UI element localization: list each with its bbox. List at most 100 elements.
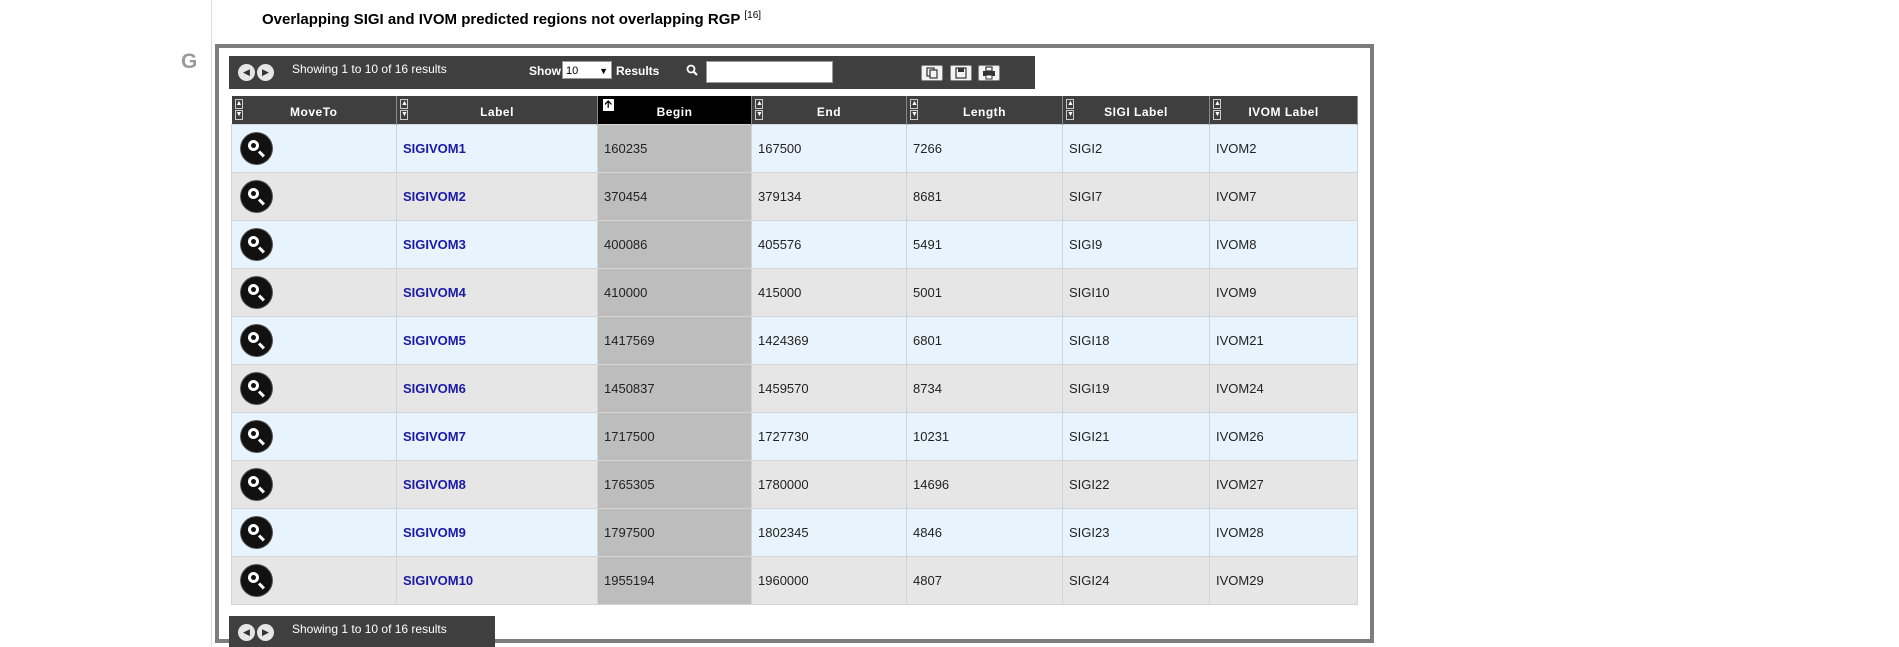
column-header-moveto[interactable]: ▲ ▼ MoveTo [231,96,397,125]
table-row: SIGIVOM6 1450837 1459570 8734 SIGI19 IVOM24 [231,364,1358,413]
label-cell: SIGIVOM5 [396,316,598,365]
search-input[interactable] [706,61,833,83]
region-label-link[interactable]: SIGIVOM10 [403,573,474,588]
page-size-select[interactable]: 10 ▼ [562,61,612,79]
column-header-end[interactable]: ▲ ▼ End [751,96,907,125]
length-cell: 6801 [906,316,1063,365]
moveto-cell [231,172,397,221]
next-page-button-bottom[interactable]: ▶ [257,624,274,641]
begin-cell: 400086 [597,220,752,269]
ivom-label-cell: IVOM7 [1209,172,1358,221]
length-cell: 5001 [906,268,1063,317]
column-header-label: End [816,105,842,119]
begin-cell: 1717500 [597,412,752,461]
sort-arrows-icon: ▲ ▼ [400,99,409,120]
section-letter: G [181,50,198,73]
zoom-icon[interactable] [241,229,272,260]
region-label-link[interactable]: SIGIVOM6 [403,381,466,396]
label-cell: SIGIVOM7 [396,412,598,461]
begin-cell: 160235 [597,124,752,173]
region-label-link[interactable]: SIGIVOM9 [403,525,466,540]
label-cell: SIGIVOM3 [396,220,598,269]
zoom-icon[interactable] [241,373,272,404]
sigi-label-cell: SIGI24 [1062,556,1210,605]
table-row: SIGIVOM10 1955194 1960000 4807 SIGI24 IVOM29 [231,556,1358,605]
begin-cell: 1955194 [597,556,752,605]
showing-info: Showing 1 to 10 of 16 results [292,62,447,76]
sort-arrows-icon: ▲ ▼ [1066,99,1075,120]
length-cell: 8734 [906,364,1063,413]
zoom-icon[interactable] [241,325,272,356]
column-header-label: MoveTo [290,105,338,119]
column-header-begin[interactable]: 🡩 Begin [597,96,752,125]
zoom-icon[interactable] [241,565,272,596]
sigi-label-cell: SIGI21 [1062,412,1210,461]
begin-cell: 1450837 [597,364,752,413]
sort-arrows-icon: ▲ ▼ [910,99,919,120]
begin-cell: 1765305 [597,460,752,509]
end-cell: 1424369 [751,316,907,365]
save-button[interactable] [950,65,972,81]
column-header-label-col[interactable]: ▲ ▼ Label [396,96,598,125]
zoom-icon[interactable] [241,133,272,164]
page-gutter-line [211,0,212,647]
moveto-cell [231,556,397,605]
zoom-icon[interactable] [241,421,272,452]
sigi-label-cell: SIGI9 [1062,220,1210,269]
end-cell: 415000 [751,268,907,317]
region-label-link[interactable]: SIGIVOM1 [403,141,466,156]
column-header-length[interactable]: ▲ ▼ Length [906,96,1063,125]
end-cell: 1727730 [751,412,907,461]
search-icon [686,64,698,76]
moveto-cell [231,124,397,173]
begin-cell: 1797500 [597,508,752,557]
sigi-label-cell: SIGI19 [1062,364,1210,413]
sigi-label-cell: SIGI23 [1062,508,1210,557]
region-label-link[interactable]: SIGIVOM2 [403,189,466,204]
end-cell: 405576 [751,220,907,269]
table-row: SIGIVOM8 1765305 1780000 14696 SIGI22 IVOM27 [231,460,1358,509]
label-cell: SIGIVOM6 [396,364,598,413]
moveto-cell [231,364,397,413]
results-table: ▲ ▼ MoveTo ▲ ▼ Label 🡩 Begin ▲ ▼ End ▲ ▼ Length ▲… [231,96,1358,605]
region-label-link[interactable]: SIGIVOM5 [403,333,466,348]
table-row: SIGIVOM9 1797500 1802345 4846 SIGI23 IVOM28 [231,508,1358,557]
region-label-link[interactable]: SIGIVOM4 [403,285,466,300]
sort-arrows-icon: ▲ ▼ [234,99,243,120]
ivom-label-cell: IVOM2 [1209,124,1358,173]
region-label-link[interactable]: SIGIVOM3 [403,237,466,252]
region-label-link[interactable]: SIGIVOM7 [403,429,466,444]
print-button[interactable] [978,65,1000,81]
reference-link[interactable]: [16] [744,10,762,21]
column-header-ivom-label[interactable]: ▲ ▼ IVOM Label [1209,96,1358,125]
table-row: SIGIVOM4 410000 415000 5001 SIGI10 IVOM9 [231,268,1358,317]
prev-page-button[interactable]: ◀ [238,64,255,81]
moveto-cell [231,268,397,317]
arrow-left-icon: ◀ [243,627,250,637]
column-header-sigi-label[interactable]: ▲ ▼ SIGI Label [1062,96,1210,125]
table-footer-toolbar: ◀ ▶ Showing 1 to 10 of 16 results [229,616,495,647]
zoom-icon[interactable] [241,517,272,548]
length-cell: 4807 [906,556,1063,605]
table-row: SIGIVOM5 1417569 1424369 6801 SIGI18 IVOM21 [231,316,1358,365]
length-cell: 4846 [906,508,1063,557]
zoom-icon[interactable] [241,277,272,308]
moveto-cell [231,508,397,557]
table-row: SIGIVOM3 400086 405576 5491 SIGI9 IVOM8 [231,220,1358,269]
copy-button[interactable] [921,65,943,81]
arrow-right-icon: ▶ [262,67,269,77]
zoom-icon[interactable] [241,181,272,212]
ivom-label-cell: IVOM9 [1209,268,1358,317]
end-cell: 379134 [751,172,907,221]
zoom-icon[interactable] [241,469,272,500]
arrow-right-icon: ▶ [262,627,269,637]
results-label: Results [616,64,660,78]
sort-arrows-icon: ▲ ▼ [755,99,764,120]
label-cell: SIGIVOM4 [396,268,598,317]
table-title: Overlapping SIGI and IVOM predicted regi… [262,10,761,28]
prev-page-button-bottom[interactable]: ◀ [238,624,255,641]
length-cell: 5491 [906,220,1063,269]
next-page-button[interactable]: ▶ [257,64,274,81]
region-label-link[interactable]: SIGIVOM8 [403,477,466,492]
showing-info-bottom: Showing 1 to 10 of 16 results [292,622,447,636]
